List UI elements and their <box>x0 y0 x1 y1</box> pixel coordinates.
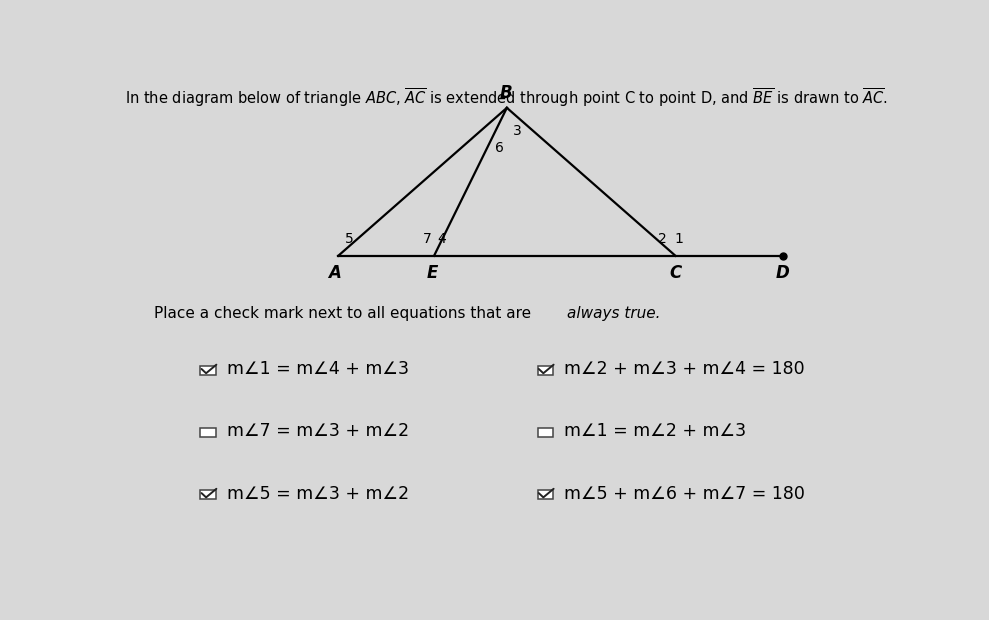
Text: m∠2 + m∠3 + m∠4 = 180: m∠2 + m∠3 + m∠4 = 180 <box>565 360 805 378</box>
Text: Place a check mark next to all equations that are: Place a check mark next to all equations… <box>154 306 536 321</box>
Bar <box>200 366 216 375</box>
Bar <box>538 490 553 499</box>
Bar <box>538 428 553 437</box>
Text: 6: 6 <box>494 141 503 156</box>
Text: B: B <box>499 84 512 102</box>
Text: 1: 1 <box>674 232 683 246</box>
Text: m∠1 = m∠4 + m∠3: m∠1 = m∠4 + m∠3 <box>227 360 409 378</box>
Text: 7: 7 <box>422 232 431 246</box>
Text: 4: 4 <box>437 232 446 246</box>
Text: In the diagram below of triangle $\it{ABC}$, $\overline{AC}$ is extended through: In the diagram below of triangle $\it{AB… <box>126 86 888 109</box>
Text: always true.: always true. <box>567 306 660 321</box>
Text: D: D <box>776 264 789 281</box>
Text: 3: 3 <box>512 124 521 138</box>
Bar <box>200 428 216 437</box>
Bar <box>538 366 553 375</box>
Text: 5: 5 <box>345 232 354 246</box>
Text: m∠7 = m∠3 + m∠2: m∠7 = m∠3 + m∠2 <box>227 422 409 440</box>
Text: m∠5 + m∠6 + m∠7 = 180: m∠5 + m∠6 + m∠7 = 180 <box>565 485 805 503</box>
Bar <box>200 490 216 499</box>
Text: E: E <box>427 264 438 281</box>
Text: m∠5 = m∠3 + m∠2: m∠5 = m∠3 + m∠2 <box>227 485 409 503</box>
Text: m∠1 = m∠2 + m∠3: m∠1 = m∠2 + m∠3 <box>565 422 747 440</box>
Text: A: A <box>328 264 341 281</box>
Text: C: C <box>670 264 681 281</box>
Text: 2: 2 <box>658 232 667 246</box>
